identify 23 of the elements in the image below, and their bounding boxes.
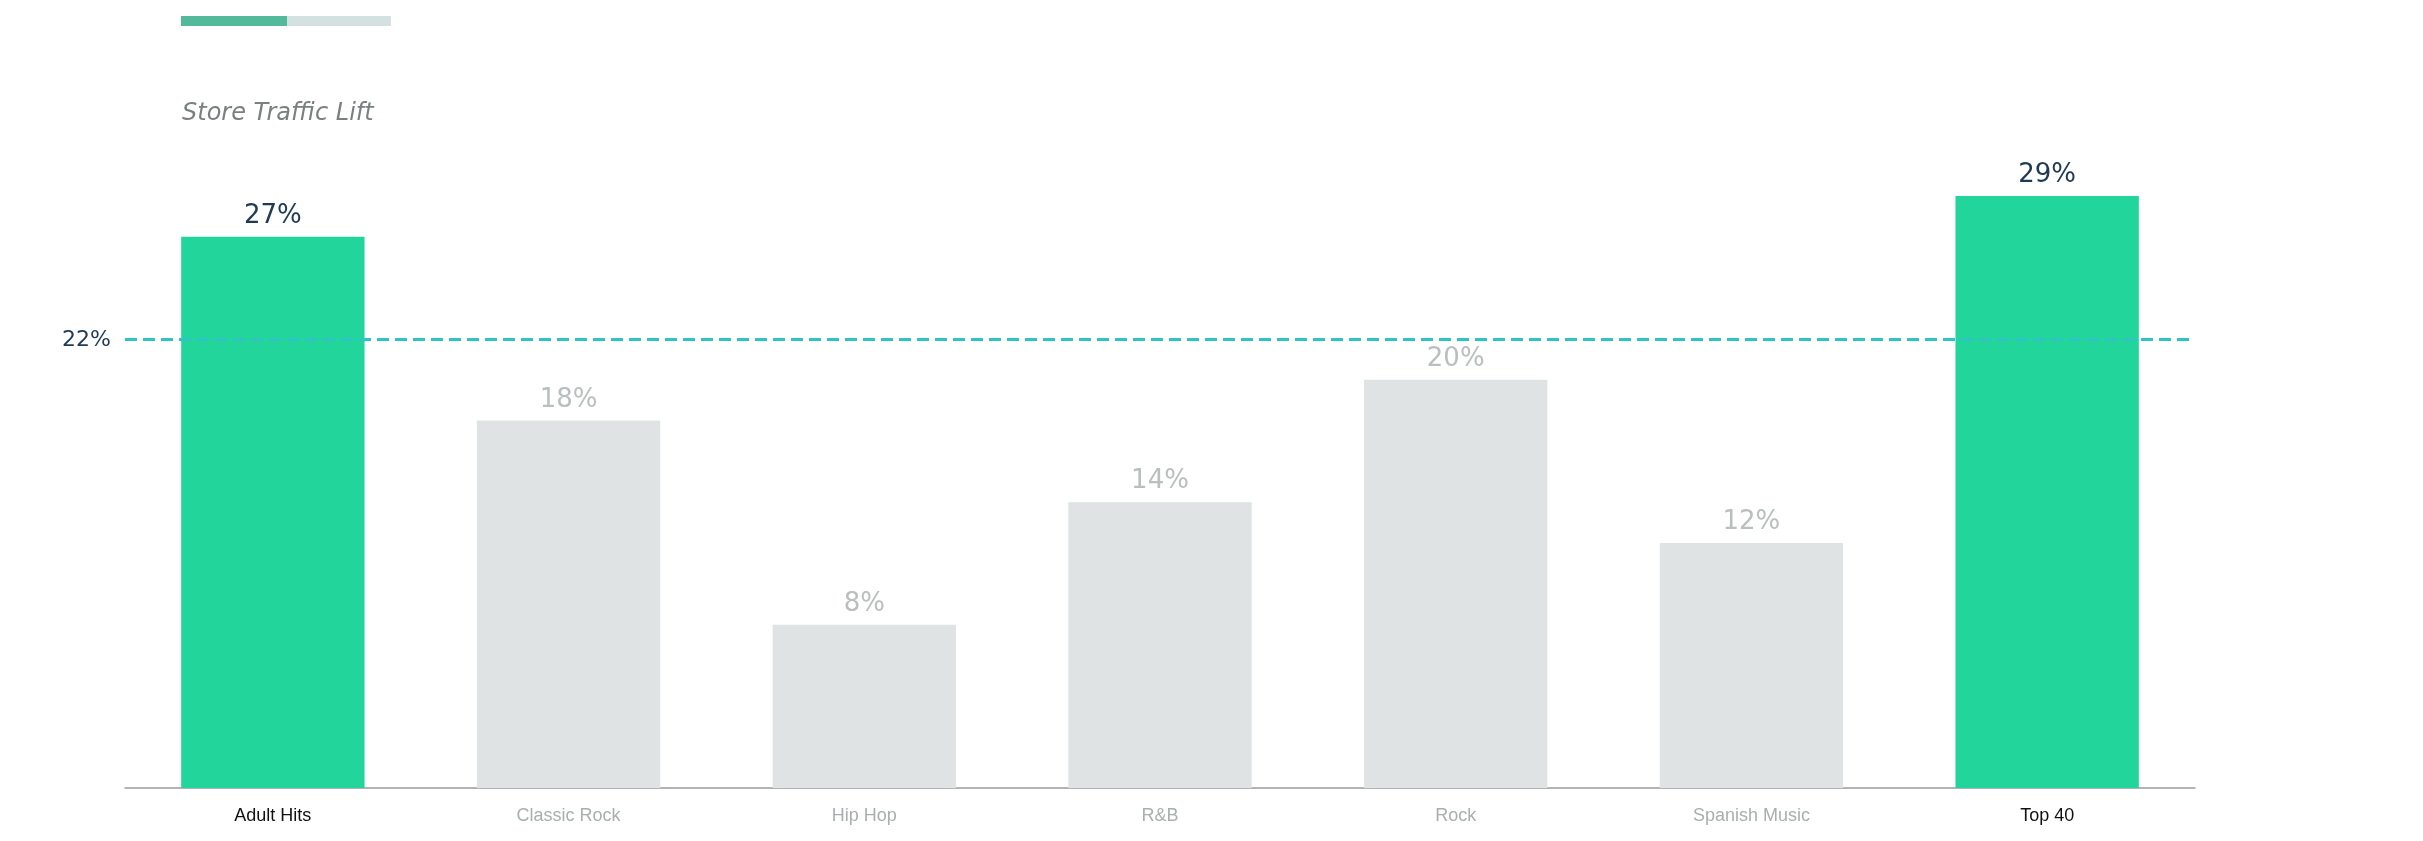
x-tick-label: Top 40 xyxy=(2020,805,2075,825)
data-label: 14% xyxy=(1131,464,1189,495)
bar xyxy=(1955,196,2139,788)
x-tick-label: Adult Hits xyxy=(234,805,312,825)
bar xyxy=(1068,502,1252,788)
x-tick-label: Rock xyxy=(1435,805,1478,825)
bar xyxy=(1364,379,1548,788)
data-label: 29% xyxy=(2018,158,2077,188)
data-label: 27% xyxy=(243,198,302,229)
bar xyxy=(1659,543,1844,788)
x-tick-label: Hip Hop xyxy=(831,805,897,825)
data-label: 20% xyxy=(1426,341,1485,372)
data-label: 8% xyxy=(843,586,885,617)
data-label: 12% xyxy=(1722,505,1781,536)
bar xyxy=(476,420,661,788)
ref-line-label: 22% xyxy=(62,326,111,352)
bar xyxy=(181,236,365,788)
x-tick-label: Classic Rock xyxy=(516,805,622,825)
chart-title: Store Traffic Lift xyxy=(182,98,374,126)
bar xyxy=(772,624,956,788)
x-tick-label: R&B xyxy=(1141,805,1179,825)
x-tick-label: Spanish Music xyxy=(1692,805,1810,825)
data-label: 18% xyxy=(539,382,598,413)
